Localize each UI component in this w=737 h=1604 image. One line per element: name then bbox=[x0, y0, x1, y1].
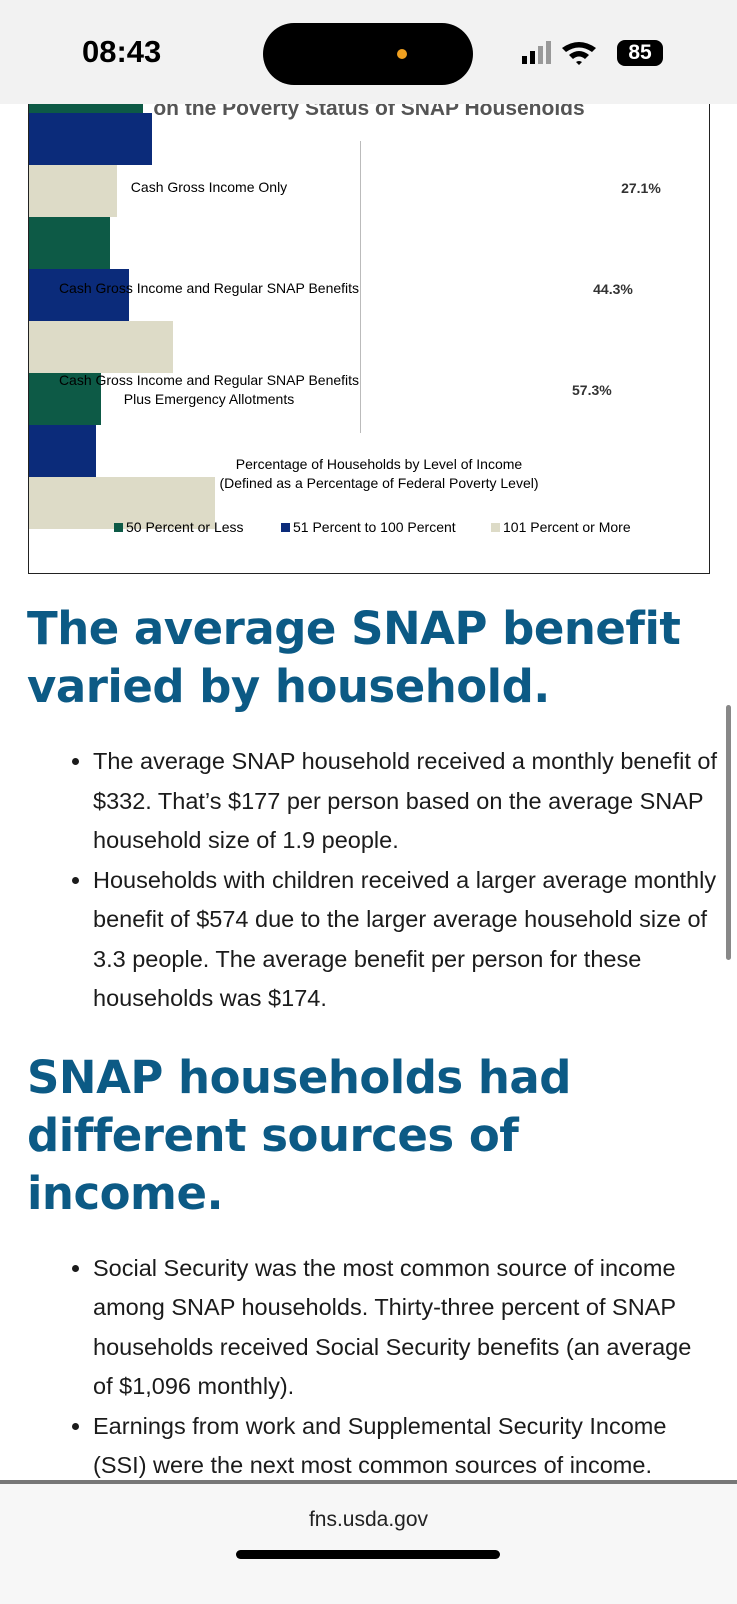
clock: 08:43 bbox=[82, 34, 162, 69]
value-label: 20.6% bbox=[445, 382, 486, 398]
category-label: Cash Gross Income and Regular SNAP Benef… bbox=[58, 372, 360, 407]
legend-label: 51 Percent to 100 Percent bbox=[293, 519, 456, 535]
battery: 85 bbox=[617, 40, 663, 66]
dynamic-island bbox=[263, 23, 473, 85]
url[interactable]: fns.usda.gov bbox=[308, 1508, 429, 1531]
legend-swatch bbox=[114, 523, 123, 532]
value-label: 25.0% bbox=[380, 281, 421, 297]
value-label: 27.1% bbox=[621, 180, 661, 196]
bar-segment bbox=[29, 373, 101, 425]
bar-segment bbox=[29, 425, 96, 477]
bar-segment bbox=[29, 113, 153, 165]
browser-bar: fns.usda.gov bbox=[0, 1480, 737, 1604]
section-heading: The average SNAP benefit varied by house… bbox=[27, 602, 681, 713]
legend-swatch bbox=[281, 523, 290, 532]
section-heading: SNAP households had different sources of… bbox=[27, 1050, 572, 1220]
bar-segment bbox=[29, 321, 173, 373]
bullet-list: The average SNAP household received a mo… bbox=[27, 742, 717, 1019]
bar-segment bbox=[29, 217, 111, 269]
value-label: 30.7% bbox=[471, 281, 511, 297]
category-label: Cash Gross Income Only bbox=[130, 179, 288, 195]
bullet-text: Households with children received a larg… bbox=[93, 861, 717, 1019]
scrollbar bbox=[726, 705, 731, 960]
chart: on the Poverty Status of SNAP Households… bbox=[28, 60, 710, 574]
legend-label: 50 Percent or Less bbox=[126, 519, 244, 535]
bullet-text: Social Security was the most common sour… bbox=[93, 1249, 717, 1407]
bar-segment bbox=[29, 477, 216, 529]
x-axis-label: Percentage of Households by Level of Inc… bbox=[219, 456, 539, 491]
category-label: Cash Gross Income and Regular SNAP Benef… bbox=[58, 280, 360, 296]
bullet-text: The average SNAP household received a mo… bbox=[93, 742, 717, 861]
legend-swatch bbox=[491, 523, 500, 532]
axis-line bbox=[360, 141, 361, 433]
status-bar: 08:43 85 bbox=[0, 0, 737, 104]
home-indicator bbox=[236, 1550, 500, 1559]
legend-label: 101 Percent or More bbox=[503, 519, 631, 535]
value-label: 22.1% bbox=[376, 382, 416, 398]
value-label: 57.3% bbox=[572, 382, 612, 398]
bar-segment bbox=[29, 165, 118, 217]
value-label: 35.0% bbox=[397, 180, 437, 196]
value-label: 44.3% bbox=[593, 281, 633, 297]
article: The average SNAP benefit varied by house… bbox=[27, 600, 717, 1595]
signal-wifi bbox=[522, 41, 596, 65]
bar-segment bbox=[29, 269, 129, 321]
value-label: 37.9% bbox=[515, 180, 556, 196]
